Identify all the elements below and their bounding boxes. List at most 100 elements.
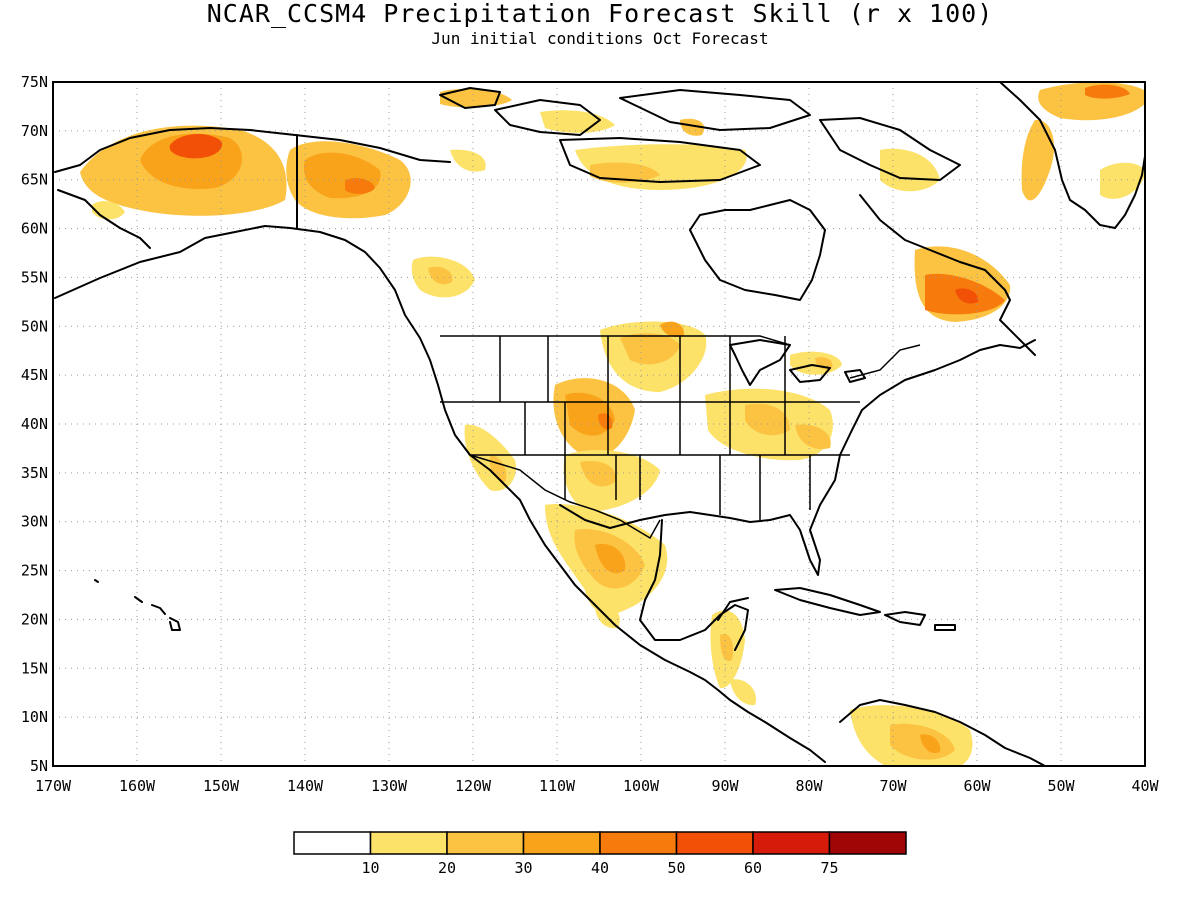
lat-tick-label: 40N: [21, 415, 48, 433]
us-mexico-border: [469, 454, 661, 540]
lat-tick-label: 50N: [21, 317, 48, 335]
colorbar-level-label: 10: [361, 859, 379, 877]
colorbar-swatch: [828, 831, 907, 855]
cuba: [774, 587, 881, 616]
skill-area-northern-plains-peak: [660, 321, 685, 338]
skill-area-greenland-east: [1100, 162, 1145, 199]
political-borders: [440, 335, 921, 540]
colorbar: 10 20 30 40 50 60 75: [293, 831, 907, 877]
skill-area-labrador-peak: [955, 288, 979, 304]
longitude-labels: 170W 160W 150W 140W 130W 120W 110W 100W 90W 80W 70…: [35, 777, 1160, 795]
lat-tick-label: 55N: [21, 268, 48, 286]
lat-tick-label: 10N: [21, 708, 48, 726]
skill-area-central-america-core: [720, 633, 734, 661]
lon-tick-label: 40W: [1131, 777, 1159, 795]
arctic-island-4: [819, 117, 961, 181]
colorbar-swatch: [599, 831, 678, 855]
skill-area-arctic-6: [450, 149, 486, 172]
hispaniola: [884, 611, 926, 626]
skill-area-arctic-5: [880, 148, 940, 192]
colorbar-swatch: [752, 831, 831, 855]
colorbar-swatch: [522, 831, 601, 855]
coastlines: [54, 82, 1145, 766]
colorbar-level-label: 50: [667, 859, 685, 877]
arctic-island-5: [439, 87, 501, 109]
coastline-alaska-north: [79, 127, 451, 166]
skill-area-central-plains-peak: [598, 413, 613, 430]
lon-tick-label: 150W: [203, 777, 240, 795]
lat-tick-label: 70N: [21, 122, 48, 140]
skill-area-alaska-east-peak: [345, 178, 375, 194]
skill-area-southwest-core: [580, 460, 616, 487]
puerto-rico: [934, 624, 956, 631]
colorbar-swatch: [369, 831, 448, 855]
lat-tick-label: 35N: [21, 464, 48, 482]
colorbar-level-label: 30: [514, 859, 532, 877]
lat-tick-label: 75N: [21, 73, 48, 91]
colorbar-swatch: [293, 831, 372, 855]
lat-tick-label: 15N: [21, 659, 48, 677]
arctic-island-2: [559, 137, 761, 183]
skill-area-ohio-east: [795, 424, 831, 450]
state-lines: [440, 336, 860, 520]
coastline-alaska-west: [54, 164, 151, 249]
skill-area-south-america-peak: [920, 734, 941, 754]
colorbar-swatch: [675, 831, 754, 855]
colorbar-level-label: 75: [820, 859, 838, 877]
lon-tick-label: 170W: [35, 777, 72, 795]
lon-tick-label: 100W: [623, 777, 660, 795]
skill-area-central-america-south: [730, 679, 756, 706]
map-subtitle: Jun initial conditions Oct Forecast: [431, 29, 769, 48]
lon-tick-label: 80W: [795, 777, 823, 795]
hawaii: [94, 579, 181, 631]
colorbar-level-label: 60: [744, 859, 762, 877]
arctic-island-1: [494, 99, 601, 136]
skill-area-northern-plains-core: [620, 333, 680, 365]
lon-tick-label: 60W: [963, 777, 991, 795]
us-canada-border: [440, 335, 921, 379]
latitude-labels: 5N 10N 15N 20N 25N 30N 35N 40N 45N 50N 55N 60N 65N 70…: [21, 73, 48, 775]
lon-tick-label: 160W: [119, 777, 156, 795]
arctic-island-3: [619, 89, 811, 131]
skill-area-mexico-peak: [595, 543, 626, 574]
skill-area-arctic-2: [540, 110, 615, 133]
skill-area-arctic-4: [680, 118, 705, 136]
lon-tick-label: 70W: [879, 777, 907, 795]
lat-tick-label: 25N: [21, 562, 48, 580]
skill-area-arctic-1: [440, 88, 512, 108]
colorbar-swatch: [446, 831, 525, 855]
lat-lon-grid: [53, 82, 1145, 766]
skill-area-alaska-west-peak: [169, 134, 223, 159]
lon-tick-label: 130W: [371, 777, 408, 795]
skill-area-greenland-strip: [1021, 119, 1055, 201]
lat-tick-label: 45N: [21, 366, 48, 384]
map-frame: [52, 81, 1146, 767]
colorbar-level-label: 40: [591, 859, 609, 877]
coastline-hudson-bay: [689, 199, 826, 301]
great-lakes: [729, 339, 866, 386]
coastline-south-america: [839, 699, 1046, 766]
skill-area-ohio-valley-core: [745, 403, 790, 436]
lat-tick-label: 65N: [21, 171, 48, 189]
coastline-west: [54, 225, 826, 763]
coastline-gulf: [559, 339, 1036, 576]
skill-shading: [80, 82, 1145, 766]
lat-tick-label: 5N: [30, 757, 48, 775]
map-title: NCAR_CCSM4 Precipitation Forecast Skill …: [206, 0, 994, 28]
colorbar-level-label: 20: [438, 859, 456, 877]
lon-tick-label: 50W: [1047, 777, 1075, 795]
lat-tick-label: 30N: [21, 513, 48, 531]
coastline-labrador: [859, 194, 1036, 356]
skill-area-bc-core: [428, 266, 453, 285]
lon-tick-label: 110W: [539, 777, 576, 795]
lat-tick-label: 20N: [21, 610, 48, 628]
lon-tick-label: 120W: [455, 777, 492, 795]
lat-tick-label: 60N: [21, 220, 48, 238]
skill-area-greenland-peak: [1085, 84, 1130, 99]
coastline-yucatan: [717, 597, 749, 621]
skill-area-great-lakes: [790, 351, 842, 375]
lon-tick-label: 140W: [287, 777, 324, 795]
coastline-gulf-west: [639, 519, 749, 651]
lon-tick-label: 90W: [711, 777, 739, 795]
